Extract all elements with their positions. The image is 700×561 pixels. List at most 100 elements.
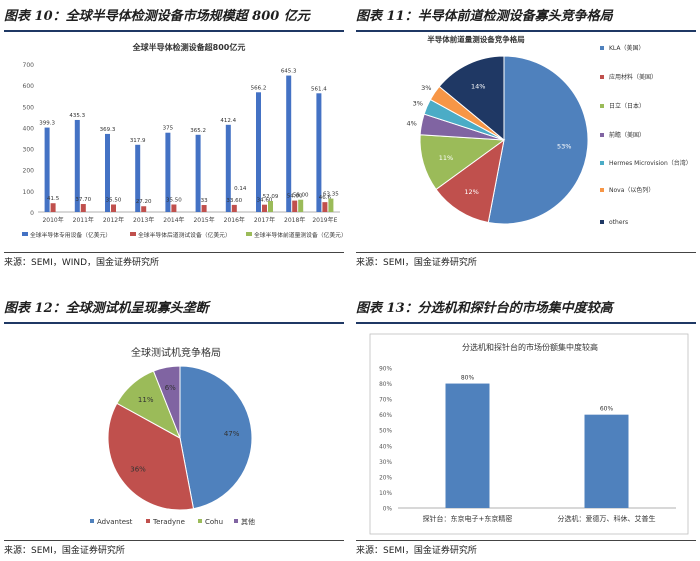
bar <box>256 92 261 212</box>
bar <box>111 204 116 212</box>
bar <box>292 201 297 212</box>
bar <box>446 384 490 508</box>
data-label: 27.20 <box>136 199 152 205</box>
x-tick-label: 2013年 <box>133 216 154 224</box>
y-tick-label: 40% <box>379 444 392 450</box>
slice-label: 3% <box>421 84 431 92</box>
pie-slice <box>180 366 252 509</box>
panel-figure-13: 图表 13：分选机和探针台的市场集中度较高 分选机和探针台的市场份额集中度较高 0… <box>356 296 696 558</box>
legend-label: 其他 <box>241 517 255 526</box>
legend-swatch <box>600 133 604 137</box>
data-label: 399.3 <box>39 121 55 127</box>
legend-swatch <box>600 104 604 108</box>
slice-label: 6% <box>165 384 176 392</box>
y-tick-label: 0% <box>383 507 393 513</box>
data-label: 375 <box>163 126 174 132</box>
x-tick-label: 2018年 <box>284 216 305 224</box>
legend-swatch <box>600 46 604 50</box>
legend-label: 日立（日本） <box>609 102 645 110</box>
slice-label: 53% <box>557 143 571 151</box>
y-tick-label: 70% <box>379 398 392 404</box>
y-tick-label: 60% <box>379 413 392 419</box>
legend-swatch <box>600 188 604 192</box>
data-label: 0.14 <box>234 186 247 192</box>
bar <box>232 205 237 212</box>
bar <box>171 204 176 212</box>
y-tick-label: 300 <box>23 147 35 154</box>
data-label: 365.2 <box>190 128 206 134</box>
slice-label: 14% <box>471 82 485 90</box>
bar <box>51 203 56 212</box>
y-tick-label: 0 <box>30 210 34 217</box>
bar <box>81 204 86 212</box>
legend-label: KLA（美国） <box>609 44 645 52</box>
data-label: 33.60 <box>226 198 242 204</box>
bar <box>268 201 273 212</box>
chart-title: 全球半导体检测设备超800亿元 <box>132 42 246 52</box>
slice-label: 36% <box>130 465 146 473</box>
data-label: 41.5 <box>47 196 60 202</box>
y-tick-label: 90% <box>379 367 392 373</box>
chart-frame <box>370 334 688 534</box>
legend-label: Hermes Microvision（台湾） <box>609 159 692 167</box>
x-tick-label: 2010年 <box>42 216 63 224</box>
chart-title: 分选机和探针台的市场份额集中度较高 <box>462 342 598 352</box>
y-tick-label: 100 <box>23 189 35 196</box>
legend-swatch <box>234 519 238 523</box>
source-note: 来源：SEMI，国金证券研究所 <box>356 252 696 273</box>
pie-chart-front-end-metrology: 半导体前道量测设备竞争格局53%12%11%4%3%3%14%KLA（美国）应用… <box>356 34 696 248</box>
y-tick-label: 10% <box>379 491 392 497</box>
panel-heading: 图表 13：分选机和探针台的市场集中度较高 <box>356 296 696 324</box>
slice-label: 11% <box>138 396 154 404</box>
y-tick-label: 200 <box>23 168 35 175</box>
data-label: 412.4 <box>220 118 236 124</box>
legend-label: Advantest <box>97 518 133 526</box>
bar <box>141 206 146 212</box>
data-label: 317.9 <box>130 138 146 144</box>
data-label: 63.35 <box>323 192 339 198</box>
data-label: 35.50 <box>166 197 182 203</box>
legend-swatch <box>246 232 252 236</box>
legend-swatch <box>600 75 604 79</box>
y-tick-label: 80% <box>379 382 392 388</box>
y-tick-label: 50% <box>379 429 392 435</box>
legend-label: Teradyne <box>152 518 185 526</box>
slice-label: 4% <box>407 119 417 127</box>
data-label: 35.50 <box>106 197 122 203</box>
x-tick-label: 2019年E <box>312 216 337 224</box>
legend-label: 应用材料（美国） <box>609 73 657 81</box>
y-tick-label: 30% <box>379 460 392 466</box>
y-tick-label: 600 <box>23 83 35 90</box>
x-tick-label: 2012年 <box>103 216 124 224</box>
bar-chart-handler-prober: 分选机和探针台的市场份额集中度较高0%10%20%30%40%50%60%70%… <box>356 326 696 536</box>
slice-label: 3% <box>413 100 423 108</box>
x-tick-label: 2014年 <box>163 216 184 224</box>
data-label: 52.09 <box>263 194 279 200</box>
data-label: 58.00 <box>293 193 309 199</box>
bar <box>286 76 291 212</box>
bar-chart-equipment-market: 全球半导体检测设备超800亿元0100200300400500600700201… <box>4 34 344 248</box>
data-label: 645.3 <box>281 69 297 75</box>
bar <box>202 205 207 212</box>
data-label: 80% <box>461 375 475 382</box>
x-tick-label: 2017年 <box>254 216 275 224</box>
legend-label: others <box>609 219 628 226</box>
data-label: 60% <box>600 406 614 413</box>
panel-figure-10: 图表 10：全球半导体检测设备市场规模超 800 亿元 全球半导体检测设备超80… <box>4 4 344 268</box>
data-label: 37.70 <box>75 197 91 203</box>
panel-heading: 图表 11：半导体前道检测设备寡头竞争格局 <box>356 4 696 32</box>
source-note: 来源：SEMI，WIND，国金证券研究所 <box>4 252 344 273</box>
source-note: 来源：SEMI，国金证券研究所 <box>4 540 344 561</box>
legend-label: 全球半导体前道量测设备（亿美元） <box>254 231 347 239</box>
bar <box>322 202 327 212</box>
x-tick-label: 探针台：东京电子+东京精密 <box>423 514 513 523</box>
data-label: 435.3 <box>69 113 85 119</box>
x-tick-label: 分选机：爱德万、科休、艾普生 <box>558 514 656 523</box>
y-tick-label: 700 <box>23 62 35 69</box>
data-label: 561.4 <box>311 86 327 92</box>
slice-label: 12% <box>464 188 478 196</box>
legend-label: Nova（以色列） <box>609 186 654 194</box>
